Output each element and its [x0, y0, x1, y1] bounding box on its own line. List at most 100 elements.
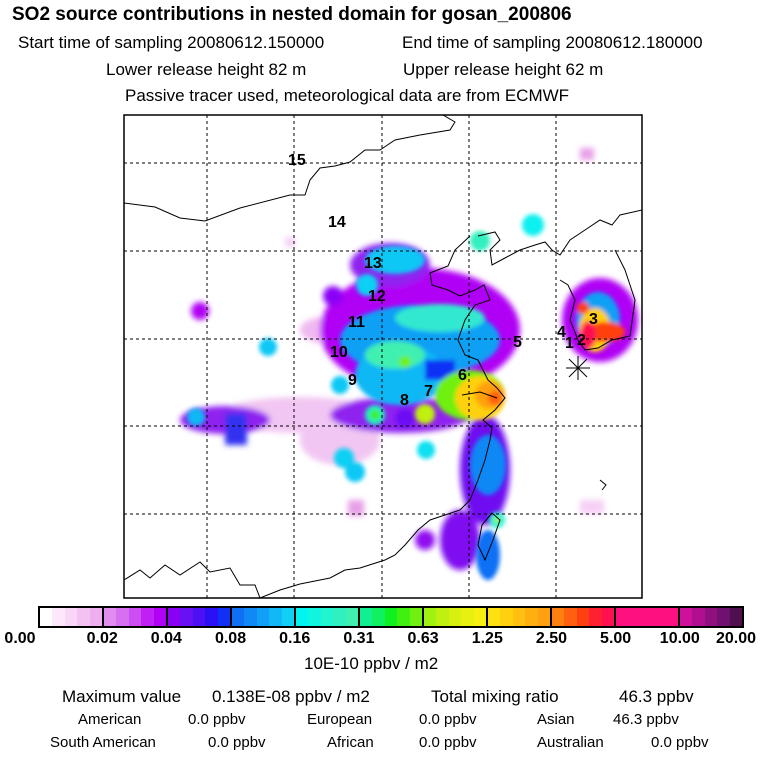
colorbar-shade	[104, 608, 117, 626]
colorbar-shade	[256, 608, 270, 626]
colorbar-shade	[704, 608, 718, 626]
colorbar-tick-label: 0.31	[343, 630, 375, 647]
asian-label: Asian	[537, 711, 575, 728]
source-label-12: 12	[368, 288, 386, 305]
european-label: European	[307, 711, 373, 728]
colorbar-shade	[345, 608, 359, 626]
south-american-value: 0.0 ppbv	[208, 734, 266, 751]
colorbar-tick-label: 20.00	[715, 630, 757, 647]
colorbar-shade	[141, 608, 154, 626]
colorbar-tick-label: 1.25	[471, 630, 503, 647]
colorbar-tick-label: 0.63	[407, 630, 439, 647]
colorbar-tick-label: 5.00	[600, 630, 632, 647]
colorbar-shade	[89, 608, 103, 626]
total-mixing-value: 46.3 ppbv	[619, 687, 694, 706]
colorbar-shade	[296, 608, 309, 626]
colorbar-shade	[589, 608, 602, 626]
source-label-8: 8	[400, 392, 409, 409]
australian-value: 0.0 ppbv	[651, 734, 709, 751]
colorbar-shade	[192, 608, 206, 626]
asterisk-star-icon	[566, 356, 590, 380]
colorbar-units: 10E-10 ppbv / m2	[304, 654, 439, 673]
colorbar-shade	[692, 608, 705, 626]
total-mixing-label: Total mixing ratio	[431, 687, 559, 706]
colorbar-shade	[281, 608, 295, 626]
colorbar-segment	[488, 608, 552, 626]
lat-lon-grid	[124, 115, 642, 598]
colorbar-segment	[296, 608, 360, 626]
colorbar-segment	[360, 608, 424, 626]
colorbar-shade	[653, 608, 666, 626]
colorbar-shade	[384, 608, 398, 626]
australian-label: Australian	[537, 734, 604, 751]
south-american-label: South American	[50, 734, 156, 751]
colorbar-shade	[320, 608, 334, 626]
american-value: 0.0 ppbv	[188, 711, 246, 728]
colorbar-shade	[217, 608, 231, 626]
colorbar-segment	[40, 608, 104, 626]
colorbar-shade	[717, 608, 730, 626]
colorbar-shade	[180, 608, 193, 626]
colorbar-shade	[488, 608, 501, 626]
colorbar-segment	[552, 608, 616, 626]
source-label-6: 6	[458, 367, 467, 384]
source-label-4: 4	[557, 324, 566, 341]
colorbar-shade	[601, 608, 615, 626]
source-label-3: 3	[589, 311, 598, 328]
african-value: 0.0 ppbv	[419, 734, 477, 751]
colorbar-segment	[232, 608, 296, 626]
colorbar-shade	[52, 608, 65, 626]
start-time-label: Start time of sampling 20080612.150000	[18, 33, 325, 52]
colorbar-tick-label: 2.50	[535, 630, 568, 647]
colorbar-tick-label: 0.16	[279, 630, 311, 647]
colorbar-shade	[333, 608, 346, 626]
source-label-14: 14	[328, 214, 346, 231]
max-value: 0.138E-08 ppbv / m2	[212, 687, 370, 706]
colorbar-segment	[616, 608, 680, 626]
colorbar-shade	[397, 608, 410, 626]
colorbar-shade	[564, 608, 577, 626]
asian-value: 46.3 ppbv	[613, 711, 679, 728]
source-label-13: 13	[364, 255, 382, 272]
colorbar-shade	[665, 608, 679, 626]
source-label-1: 1	[565, 335, 574, 352]
colorbar-shade	[116, 608, 129, 626]
colorbar-shade	[448, 608, 462, 626]
colorbar-shade	[424, 608, 437, 626]
colorbar-shade	[512, 608, 526, 626]
colorbar-shade	[461, 608, 474, 626]
colorbar-shade	[729, 608, 743, 626]
colorbar	[38, 606, 744, 628]
source-label-2: 2	[577, 332, 586, 349]
colorbar-shade	[232, 608, 245, 626]
colorbar-shade	[205, 608, 218, 626]
source-label-5: 5	[513, 334, 522, 351]
colorbar-shade	[500, 608, 513, 626]
colorbar-shade	[77, 608, 90, 626]
colorbar-shade	[409, 608, 423, 626]
american-label: American	[78, 711, 142, 728]
colorbar-segment	[680, 608, 743, 626]
colorbar-shade	[525, 608, 538, 626]
colorbar-shade	[640, 608, 654, 626]
colorbar-tick-label: 0.00	[4, 630, 36, 647]
colorbar-shade	[269, 608, 282, 626]
colorbar-tick-label: 0.02	[86, 630, 118, 647]
colorbar-segment	[104, 608, 168, 626]
colorbar-shade	[153, 608, 167, 626]
plume-layer	[180, 148, 638, 580]
plot-title: SO2 source contributions in nested domai…	[12, 4, 572, 25]
colorbar-segment	[168, 608, 232, 626]
end-time-label: End time of sampling 20080612.180000	[402, 33, 703, 52]
colorbar-shade	[616, 608, 629, 626]
lower-release-label: Lower release height 82 m	[106, 60, 307, 79]
colorbar-shade	[308, 608, 321, 626]
colorbar-segment	[424, 608, 488, 626]
tracer-note: Passive tracer used, meteorological data…	[125, 86, 570, 105]
colorbar-shade	[680, 608, 693, 626]
source-label-7: 7	[424, 383, 433, 400]
source-label-11: 11	[348, 314, 365, 331]
source-label-9: 9	[348, 372, 357, 389]
colorbar-shade	[360, 608, 373, 626]
